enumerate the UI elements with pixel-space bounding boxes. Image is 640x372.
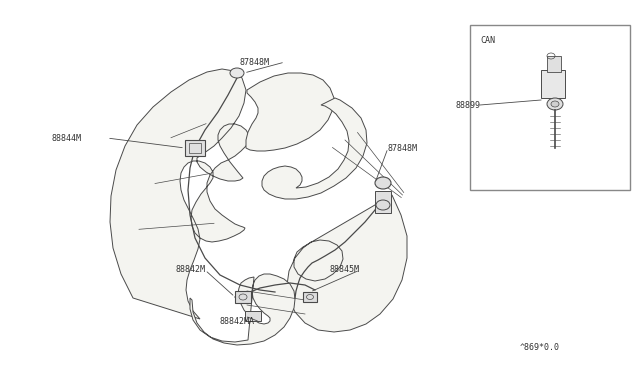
Bar: [547, 56, 561, 72]
Bar: [235, 291, 251, 303]
Text: CAN: CAN: [480, 35, 495, 45]
Bar: [375, 191, 391, 213]
Bar: [541, 70, 565, 98]
Polygon shape: [287, 195, 407, 332]
Ellipse shape: [376, 200, 390, 210]
Text: 88842M: 88842M: [175, 266, 205, 275]
Ellipse shape: [551, 101, 559, 107]
Text: 88899: 88899: [455, 100, 480, 109]
Ellipse shape: [547, 98, 563, 110]
Text: 87848M: 87848M: [388, 144, 418, 153]
Text: 88845M: 88845M: [330, 266, 360, 275]
Bar: [185, 140, 205, 156]
Polygon shape: [262, 98, 367, 199]
Polygon shape: [246, 73, 334, 151]
Bar: [470, 25, 630, 190]
Text: 87848M: 87848M: [240, 58, 270, 67]
Polygon shape: [190, 274, 295, 345]
Text: 88844M: 88844M: [52, 134, 82, 142]
Ellipse shape: [375, 177, 391, 189]
Bar: [303, 292, 317, 302]
Bar: [245, 311, 261, 321]
Bar: [189, 143, 201, 153]
Text: ^869*0.0: ^869*0.0: [520, 343, 560, 353]
Polygon shape: [110, 69, 249, 319]
Text: 88842MA: 88842MA: [220, 317, 255, 327]
Ellipse shape: [230, 68, 244, 78]
